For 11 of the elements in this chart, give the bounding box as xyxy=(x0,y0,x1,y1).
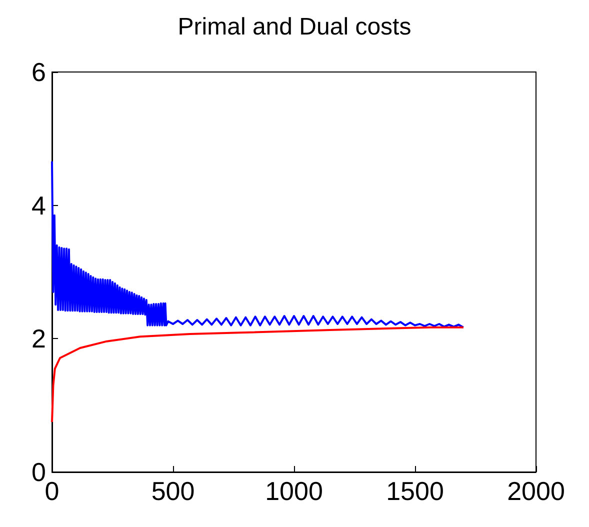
y-tick-label: 6 xyxy=(32,57,46,87)
x-tick-label: 500 xyxy=(151,476,195,506)
line-series xyxy=(51,160,464,328)
x-tick-label: 1000 xyxy=(265,476,323,506)
y-tick-label: 2 xyxy=(32,324,46,354)
y-tick-label: 4 xyxy=(32,190,46,220)
x-tick-label: 1500 xyxy=(386,476,444,506)
line-series xyxy=(51,326,464,423)
chart-title: Primal and Dual costs xyxy=(178,14,412,40)
y-tick-label: 0 xyxy=(32,457,46,487)
x-tick-label: 2000 xyxy=(507,476,565,506)
